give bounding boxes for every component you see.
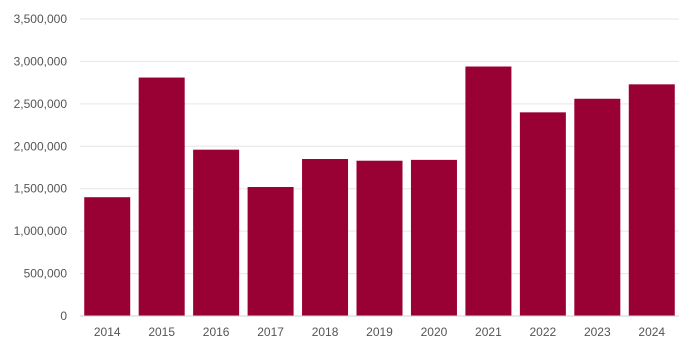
bar-2017[interactable] [247, 187, 294, 316]
bar-2014[interactable] [84, 197, 131, 316]
bar-2016[interactable] [193, 149, 240, 316]
x-axis-tick-labels: 2014 2015 2016 2017 2018 2019 2020 2021 2022 2023… [94, 325, 666, 339]
x-tick-label: 2020 [421, 325, 448, 339]
y-tick-label: 500,000 [24, 267, 68, 281]
x-tick-label: 2023 [584, 325, 611, 339]
x-tick-label: 2018 [312, 325, 339, 339]
y-tick-label: 1,500,000 [14, 182, 68, 196]
y-tick-label: 2,500,000 [14, 97, 68, 111]
bar-2023[interactable] [574, 98, 621, 316]
x-tick-label: 2024 [638, 325, 665, 339]
x-tick-label: 2014 [94, 325, 121, 339]
bar-2018[interactable] [302, 159, 349, 316]
y-tick-label: 1,000,000 [14, 224, 68, 238]
bar-2019[interactable] [356, 160, 403, 316]
y-tick-label: 0 [60, 309, 67, 323]
y-tick-label: 3,000,000 [14, 54, 68, 68]
bar-2021[interactable] [465, 66, 512, 317]
bar-2022[interactable] [519, 112, 566, 316]
x-tick-label: 2016 [203, 325, 230, 339]
y-tick-label: 2,000,000 [14, 139, 68, 153]
x-tick-label: 2015 [148, 325, 175, 339]
y-axis-tick-labels: 0 500,000 1,000,000 1,500,000 2,000,000 2,500… [14, 12, 68, 323]
x-tick-label: 2021 [475, 325, 502, 339]
x-tick-label: 2022 [530, 325, 557, 339]
x-tick-label: 2019 [366, 325, 393, 339]
bar-2024[interactable] [628, 84, 675, 316]
bar-2020[interactable] [410, 159, 457, 316]
y-tick-label: 3,500,000 [14, 12, 68, 26]
bar-2015[interactable] [138, 77, 185, 317]
x-tick-label: 2017 [257, 325, 284, 339]
bars [84, 66, 675, 317]
